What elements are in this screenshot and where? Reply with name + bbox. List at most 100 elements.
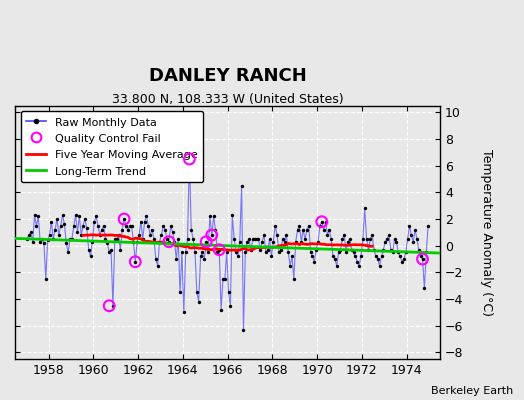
Point [92, 213, 100, 220]
Point [131, 258, 139, 265]
Point [161, 226, 169, 233]
Point [407, 232, 416, 238]
Title: 33.800 N, 108.333 W (United States): 33.800 N, 108.333 W (United States) [112, 93, 343, 106]
Point [131, 258, 139, 265]
Point [217, 306, 225, 313]
Point [381, 238, 389, 245]
Point [200, 256, 209, 262]
Point [236, 238, 244, 245]
Point [261, 249, 270, 256]
Point [66, 236, 74, 242]
Point [295, 222, 303, 229]
Point [307, 249, 315, 256]
Point [194, 298, 203, 305]
Point [288, 253, 296, 260]
Point [202, 238, 210, 245]
Point [116, 246, 125, 253]
Point [168, 229, 177, 236]
Point [299, 226, 308, 233]
Point [151, 256, 160, 262]
Point [120, 216, 128, 222]
Point [113, 236, 121, 242]
Point [357, 253, 365, 260]
Point [340, 232, 348, 238]
Point [387, 246, 395, 253]
Point [137, 218, 145, 225]
Point [54, 232, 63, 238]
Point [181, 249, 190, 256]
Point [418, 256, 427, 262]
Point [187, 226, 195, 233]
Point [40, 240, 48, 246]
Point [150, 236, 158, 242]
Point [83, 225, 91, 232]
Point [122, 222, 130, 229]
Point [204, 249, 212, 256]
Point [401, 249, 410, 256]
Point [420, 285, 429, 292]
Point [282, 232, 291, 238]
Point [278, 236, 287, 242]
Point [155, 238, 163, 245]
Point [264, 246, 272, 253]
Point [71, 212, 80, 218]
Point [79, 222, 88, 229]
Point [75, 213, 83, 220]
Point [88, 238, 96, 245]
Point [304, 222, 313, 229]
Point [308, 253, 316, 260]
Point [57, 222, 65, 229]
Point [385, 232, 393, 238]
Point [234, 253, 242, 260]
Point [247, 246, 255, 253]
Point [291, 238, 300, 245]
Point [185, 156, 193, 162]
Point [43, 237, 52, 244]
Point [239, 326, 248, 333]
Point [191, 249, 199, 256]
Point [62, 240, 71, 246]
Point [325, 226, 333, 233]
Point [34, 213, 42, 220]
Point [413, 236, 421, 242]
Text: DANLEY RANCH: DANLEY RANCH [149, 67, 307, 85]
Point [60, 221, 69, 228]
Point [363, 236, 371, 242]
Point [353, 258, 362, 265]
Point [213, 249, 222, 256]
Point [409, 238, 418, 245]
Point [321, 218, 330, 225]
Point [333, 262, 341, 269]
Point [64, 249, 72, 256]
Point [267, 253, 276, 260]
Point [49, 236, 58, 242]
Point [318, 218, 326, 225]
Point [269, 238, 278, 245]
Point [250, 236, 259, 242]
Point [120, 216, 128, 222]
Point [224, 289, 233, 296]
Point [223, 249, 231, 256]
Point [211, 226, 220, 233]
Point [90, 218, 99, 225]
Point [97, 226, 106, 233]
Point [206, 213, 214, 220]
Point [108, 302, 117, 309]
Point [208, 232, 216, 238]
Y-axis label: Temperature Anomaly (°C): Temperature Anomaly (°C) [481, 149, 493, 316]
Point [68, 236, 76, 242]
Text: Berkeley Earth: Berkeley Earth [431, 386, 514, 396]
Point [100, 222, 108, 229]
Point [361, 205, 369, 212]
Point [208, 232, 216, 238]
Point [183, 236, 192, 242]
Point [143, 213, 151, 220]
Point [310, 258, 319, 265]
Point [232, 249, 240, 256]
Point [265, 236, 274, 242]
Point [126, 222, 134, 229]
Point [350, 249, 358, 256]
Point [245, 236, 253, 242]
Point [323, 232, 332, 238]
Point [101, 236, 110, 242]
